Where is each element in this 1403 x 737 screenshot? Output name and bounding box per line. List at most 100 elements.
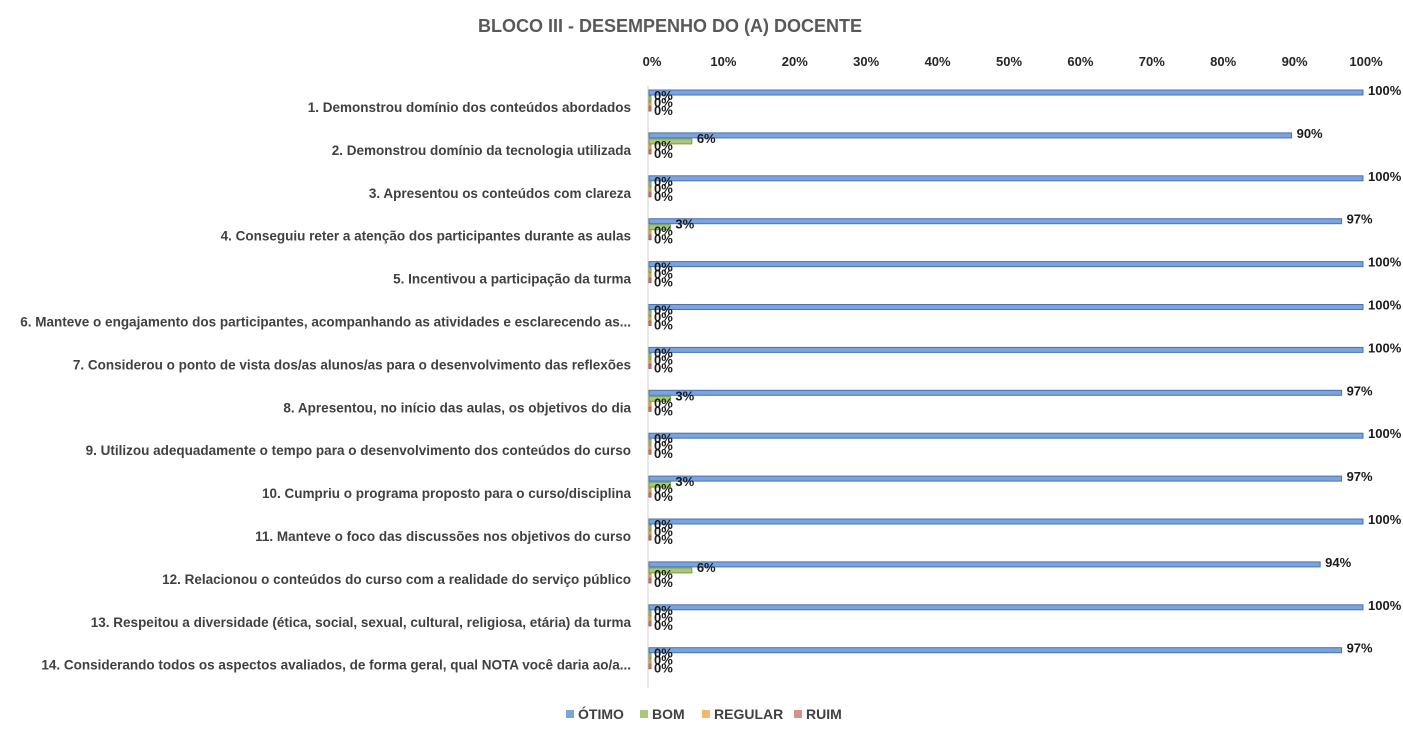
bar-value-label: 0% <box>654 575 673 590</box>
bar-timo <box>648 132 1293 139</box>
bar-bom <box>648 181 652 188</box>
bar-timo <box>648 218 1343 225</box>
category-label: 8. Apresentou, no início das aulas, os o… <box>283 400 631 415</box>
bar-regular <box>648 273 652 279</box>
x-tick-label: 20% <box>782 54 808 69</box>
bar-ruim <box>648 321 652 326</box>
category-labels: 1. Demonstrou domínio dos conteúdos abor… <box>20 100 631 673</box>
bar-regular <box>648 316 652 321</box>
bar-value-label: 0% <box>654 138 673 153</box>
bar-value-label: 100% <box>1368 598 1402 613</box>
chart-title: BLOCO III - DESEMPENHO DO (A) DOCENTE <box>478 16 862 36</box>
category-label: 7. Considerou o ponto de vista dos/as al… <box>73 357 631 372</box>
bar-bom <box>648 138 693 145</box>
bar-ruim <box>648 278 652 284</box>
x-tick-label: 90% <box>1282 54 1308 69</box>
category-label: 2. Demonstrou domínio da tecnologia util… <box>332 143 632 158</box>
bar-value-label: 0% <box>654 489 673 504</box>
bar-bom <box>648 95 652 102</box>
bar-regular <box>648 401 652 407</box>
legend-swatch <box>566 710 574 718</box>
bar-timo <box>648 475 1343 482</box>
x-tick-label: 10% <box>710 54 736 69</box>
bar-bom <box>648 310 652 316</box>
category-label: 12. Relacionou o conteúdos do curso com … <box>162 572 631 587</box>
bar-value-label: 100% <box>1368 255 1402 270</box>
x-axis-ticks: 0% 10% 20% 30% 40% 50% 60% 70% 80% 90% 100% <box>643 54 1383 69</box>
bar-value-label: 3% <box>675 217 694 232</box>
bar-groups: 100%0%0%0%90%6%0%0%100%0%0%0%97%3%0%0%10… <box>648 83 1402 676</box>
x-tick-label: 0% <box>643 54 662 69</box>
bar-timo <box>648 261 1364 268</box>
x-tick-label: 70% <box>1139 54 1165 69</box>
bar-value-label: 0% <box>654 95 673 110</box>
bar-timo <box>648 89 1364 96</box>
bar-regular <box>648 659 652 665</box>
bar-value-label: 100% <box>1368 83 1402 98</box>
category-label: 3. Apresentou os conteúdos com clareza <box>369 186 632 201</box>
bar-bom <box>648 610 652 617</box>
bar-bom <box>648 267 652 274</box>
x-tick-label: 80% <box>1210 54 1236 69</box>
bar-bom <box>648 395 671 402</box>
bar-value-label: 0% <box>654 438 673 453</box>
bar-value-label: 0% <box>654 603 673 618</box>
bar-timo <box>648 518 1364 525</box>
bar-ruim <box>648 149 652 155</box>
bar-value-label: 100% <box>1368 340 1402 355</box>
bar-value-label: 6% <box>697 560 716 575</box>
bar-regular <box>648 187 652 193</box>
bar-value-label: 0% <box>654 661 673 676</box>
category-label: 6. Manteve o engajamento dos participant… <box>20 315 631 330</box>
bar-bom <box>648 224 671 231</box>
bar-ruim <box>648 621 652 627</box>
bar-timo <box>648 432 1364 439</box>
bar-value-label: 100% <box>1368 512 1402 527</box>
bar-value-label: 100% <box>1368 426 1402 441</box>
bar-regular <box>648 230 652 236</box>
bar-value-label: 0% <box>654 189 673 204</box>
legend: ÓTIMO BOM REGULAR RUIM <box>566 705 842 722</box>
bar-ruim <box>648 406 652 412</box>
bar-value-label: 0% <box>654 403 673 418</box>
bar-ruim <box>648 664 652 670</box>
bar-ruim <box>648 492 652 498</box>
legend-label: ÓTIMO <box>578 705 624 722</box>
bar-value-label: 0% <box>654 532 673 547</box>
bar-value-label: 0% <box>654 224 673 239</box>
legend-label: BOM <box>652 706 685 722</box>
bar-ruim <box>648 363 652 369</box>
bar-value-label: 3% <box>675 474 694 489</box>
category-label: 13. Respeitou a diversidade (ética, soci… <box>91 615 632 630</box>
bar-value-label: 0% <box>654 431 673 446</box>
bar-value-label: 0% <box>654 517 673 532</box>
bar-bom <box>648 524 652 531</box>
bar-value-label: 100% <box>1368 298 1402 313</box>
category-label: 14. Considerando todos os aspectos avali… <box>41 658 631 673</box>
legend-swatch <box>640 710 648 718</box>
bar-value-label: 97% <box>1347 383 1373 398</box>
bar-timo <box>648 561 1321 568</box>
bar-timo <box>648 604 1364 611</box>
bar-value-label: 0% <box>654 232 673 247</box>
bar-timo <box>648 389 1343 396</box>
bar-regular <box>648 573 652 579</box>
bar-value-label: 0% <box>654 395 673 410</box>
bar-value-label: 0% <box>654 103 673 118</box>
bar-value-label: 0% <box>654 310 673 325</box>
bar-value-label: 0% <box>654 267 673 282</box>
bar-value-label: 0% <box>654 618 673 633</box>
bar-value-label: 0% <box>654 610 673 625</box>
x-tick-label: 40% <box>925 54 951 69</box>
category-label: 10. Cumpriu o programa proposto para o c… <box>262 486 632 501</box>
bar-regular <box>648 358 652 364</box>
bar-value-label: 100% <box>1368 169 1402 184</box>
bar-timo <box>648 346 1364 353</box>
bar-value-label: 0% <box>654 181 673 196</box>
bar-value-label: 97% <box>1347 641 1373 656</box>
bar-value-label: 97% <box>1347 469 1373 484</box>
bar-value-label: 0% <box>654 481 673 496</box>
bar-value-label: 0% <box>654 303 673 318</box>
category-label: 9. Utilizou adequadamente o tempo para o… <box>86 443 631 458</box>
